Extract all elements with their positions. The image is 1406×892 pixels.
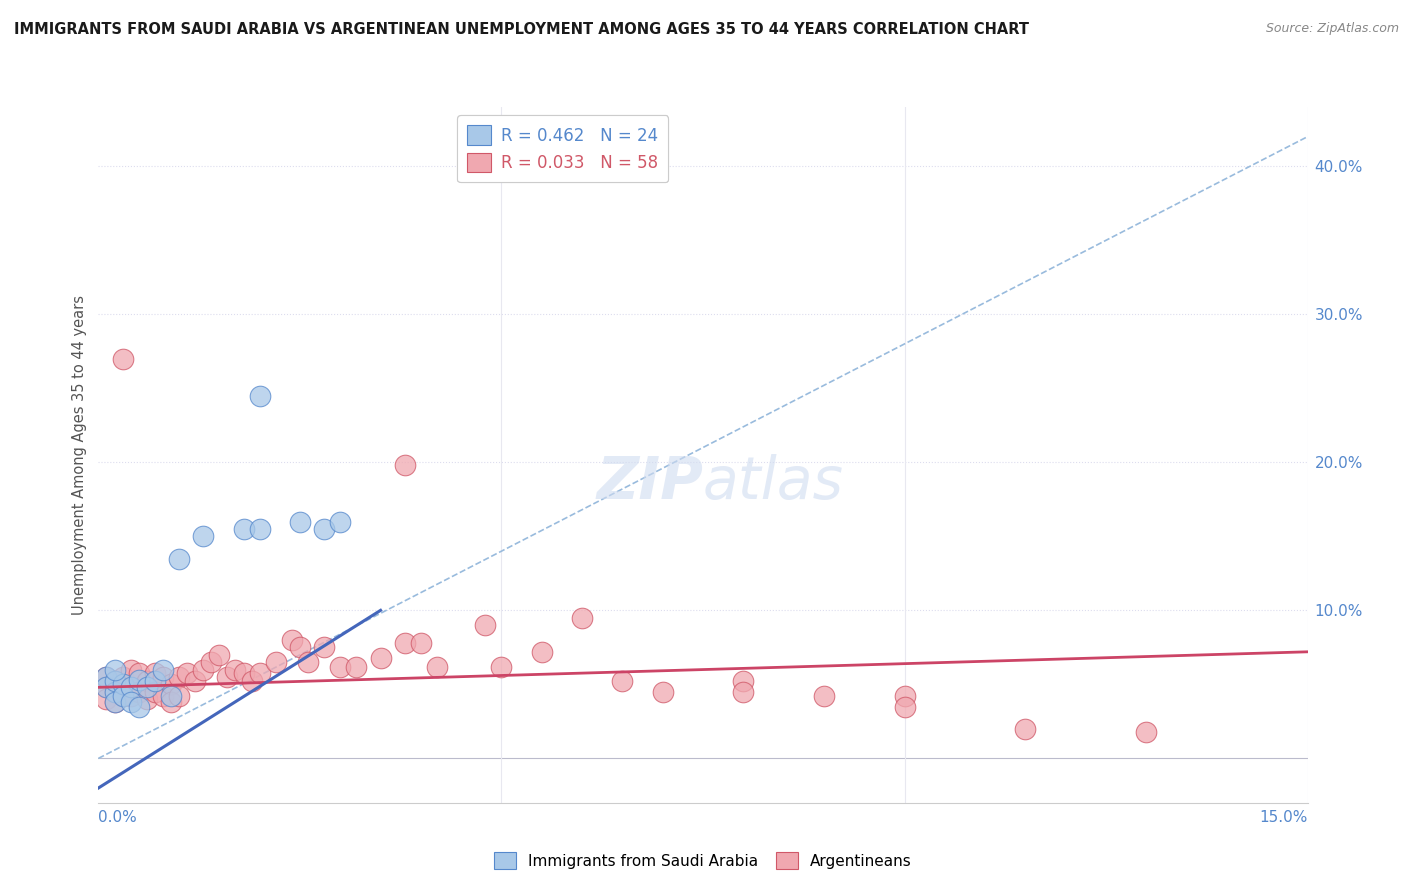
Point <box>128 665 150 680</box>
Point <box>167 690 190 704</box>
Point <box>281 632 304 647</box>
Point <box>160 677 183 691</box>
Point <box>103 695 125 709</box>
Point <box>264 655 287 669</box>
Point <box>96 670 118 684</box>
Point <box>111 690 134 704</box>
Point <box>184 674 207 689</box>
Point <box>394 458 416 473</box>
Point <box>651 685 673 699</box>
Point <box>103 674 125 689</box>
Point <box>167 670 190 684</box>
Point <box>111 670 134 684</box>
Point <box>474 618 496 632</box>
Point <box>96 681 118 695</box>
Point <box>288 640 311 655</box>
Point <box>152 690 174 704</box>
Point <box>96 670 118 684</box>
Point <box>530 645 553 659</box>
Legend: R = 0.462   N = 24, R = 0.033   N = 58: R = 0.462 N = 24, R = 0.033 N = 58 <box>457 115 668 182</box>
Point <box>409 636 432 650</box>
Point <box>128 685 150 699</box>
Point <box>143 674 166 689</box>
Text: atlas: atlas <box>703 454 844 511</box>
Y-axis label: Unemployment Among Ages 35 to 44 years: Unemployment Among Ages 35 to 44 years <box>72 295 87 615</box>
Point <box>176 665 198 680</box>
Text: Source: ZipAtlas.com: Source: ZipAtlas.com <box>1265 22 1399 36</box>
Point <box>103 685 125 699</box>
Point <box>893 690 915 704</box>
Point <box>344 659 367 673</box>
Point <box>135 692 157 706</box>
Point <box>111 677 134 691</box>
Point <box>893 699 915 714</box>
Point <box>200 655 222 669</box>
Point <box>160 690 183 704</box>
Point <box>120 681 142 695</box>
Point <box>314 640 336 655</box>
Point <box>193 529 215 543</box>
Point <box>111 351 134 366</box>
Point <box>249 522 271 536</box>
Point <box>249 665 271 680</box>
Point <box>208 648 231 662</box>
Point <box>1135 724 1157 739</box>
Point <box>143 665 166 680</box>
Point <box>370 650 392 665</box>
Point <box>329 659 352 673</box>
Point <box>224 663 246 677</box>
Point <box>135 681 157 695</box>
Text: IMMIGRANTS FROM SAUDI ARABIA VS ARGENTINEAN UNEMPLOYMENT AMONG AGES 35 TO 44 YEA: IMMIGRANTS FROM SAUDI ARABIA VS ARGENTIN… <box>14 22 1029 37</box>
Point <box>813 690 835 704</box>
Point <box>128 673 150 687</box>
Point <box>103 663 125 677</box>
Point <box>426 659 449 673</box>
Point <box>103 674 125 689</box>
Point <box>733 674 755 689</box>
Point <box>314 522 336 536</box>
Point <box>128 699 150 714</box>
Point <box>120 690 142 704</box>
Text: 15.0%: 15.0% <box>1260 810 1308 825</box>
Point <box>217 670 239 684</box>
Point <box>111 690 134 704</box>
Point <box>232 665 254 680</box>
Point <box>135 674 157 689</box>
Point <box>232 522 254 536</box>
Point <box>329 515 352 529</box>
Point <box>288 515 311 529</box>
Point <box>96 692 118 706</box>
Point <box>152 670 174 684</box>
Text: ZIP: ZIP <box>596 454 703 511</box>
Point <box>249 389 271 403</box>
Point <box>571 611 593 625</box>
Point <box>733 685 755 699</box>
Point <box>394 636 416 650</box>
Point <box>491 659 513 673</box>
Point <box>103 685 125 699</box>
Point <box>143 685 166 699</box>
Point <box>193 663 215 677</box>
Point <box>160 695 183 709</box>
Point <box>120 663 142 677</box>
Point <box>612 674 634 689</box>
Point <box>297 655 319 669</box>
Point <box>103 695 125 709</box>
Point <box>96 681 118 695</box>
Legend: Immigrants from Saudi Arabia, Argentineans: Immigrants from Saudi Arabia, Argentinea… <box>488 846 918 875</box>
Point <box>167 551 190 566</box>
Text: 0.0%: 0.0% <box>98 810 138 825</box>
Point <box>152 663 174 677</box>
Point <box>120 695 142 709</box>
Point <box>1014 722 1036 736</box>
Point <box>240 674 263 689</box>
